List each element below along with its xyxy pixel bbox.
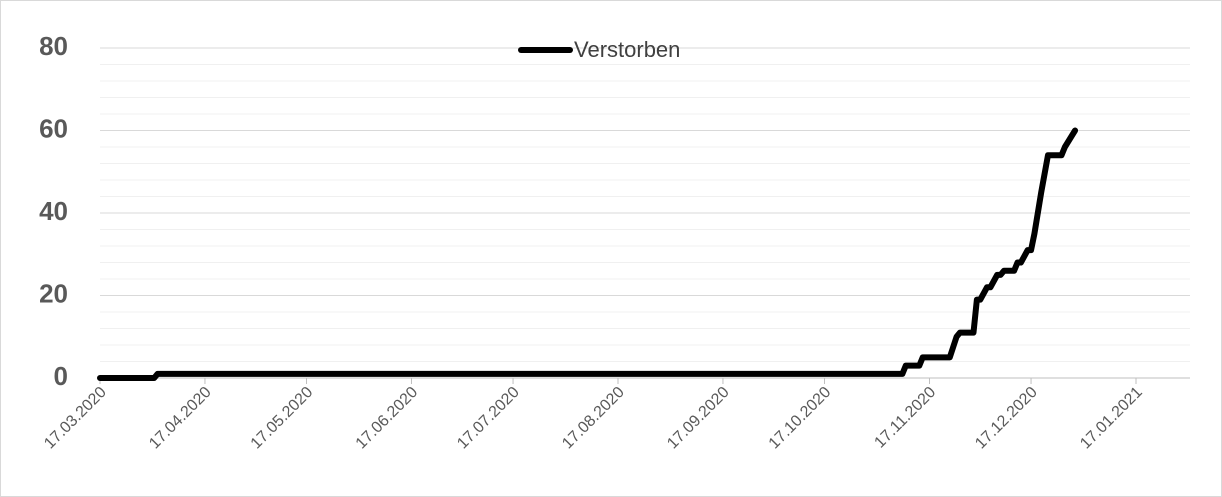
y-tick-label: 80 [39, 31, 68, 61]
legend-label: Verstorben [574, 37, 680, 62]
y-tick-label: 20 [39, 278, 68, 308]
y-tick-label: 0 [54, 361, 68, 391]
y-tick-label: 60 [39, 113, 68, 143]
line [97, 127, 1079, 381]
y-tick-label: 40 [39, 196, 68, 226]
